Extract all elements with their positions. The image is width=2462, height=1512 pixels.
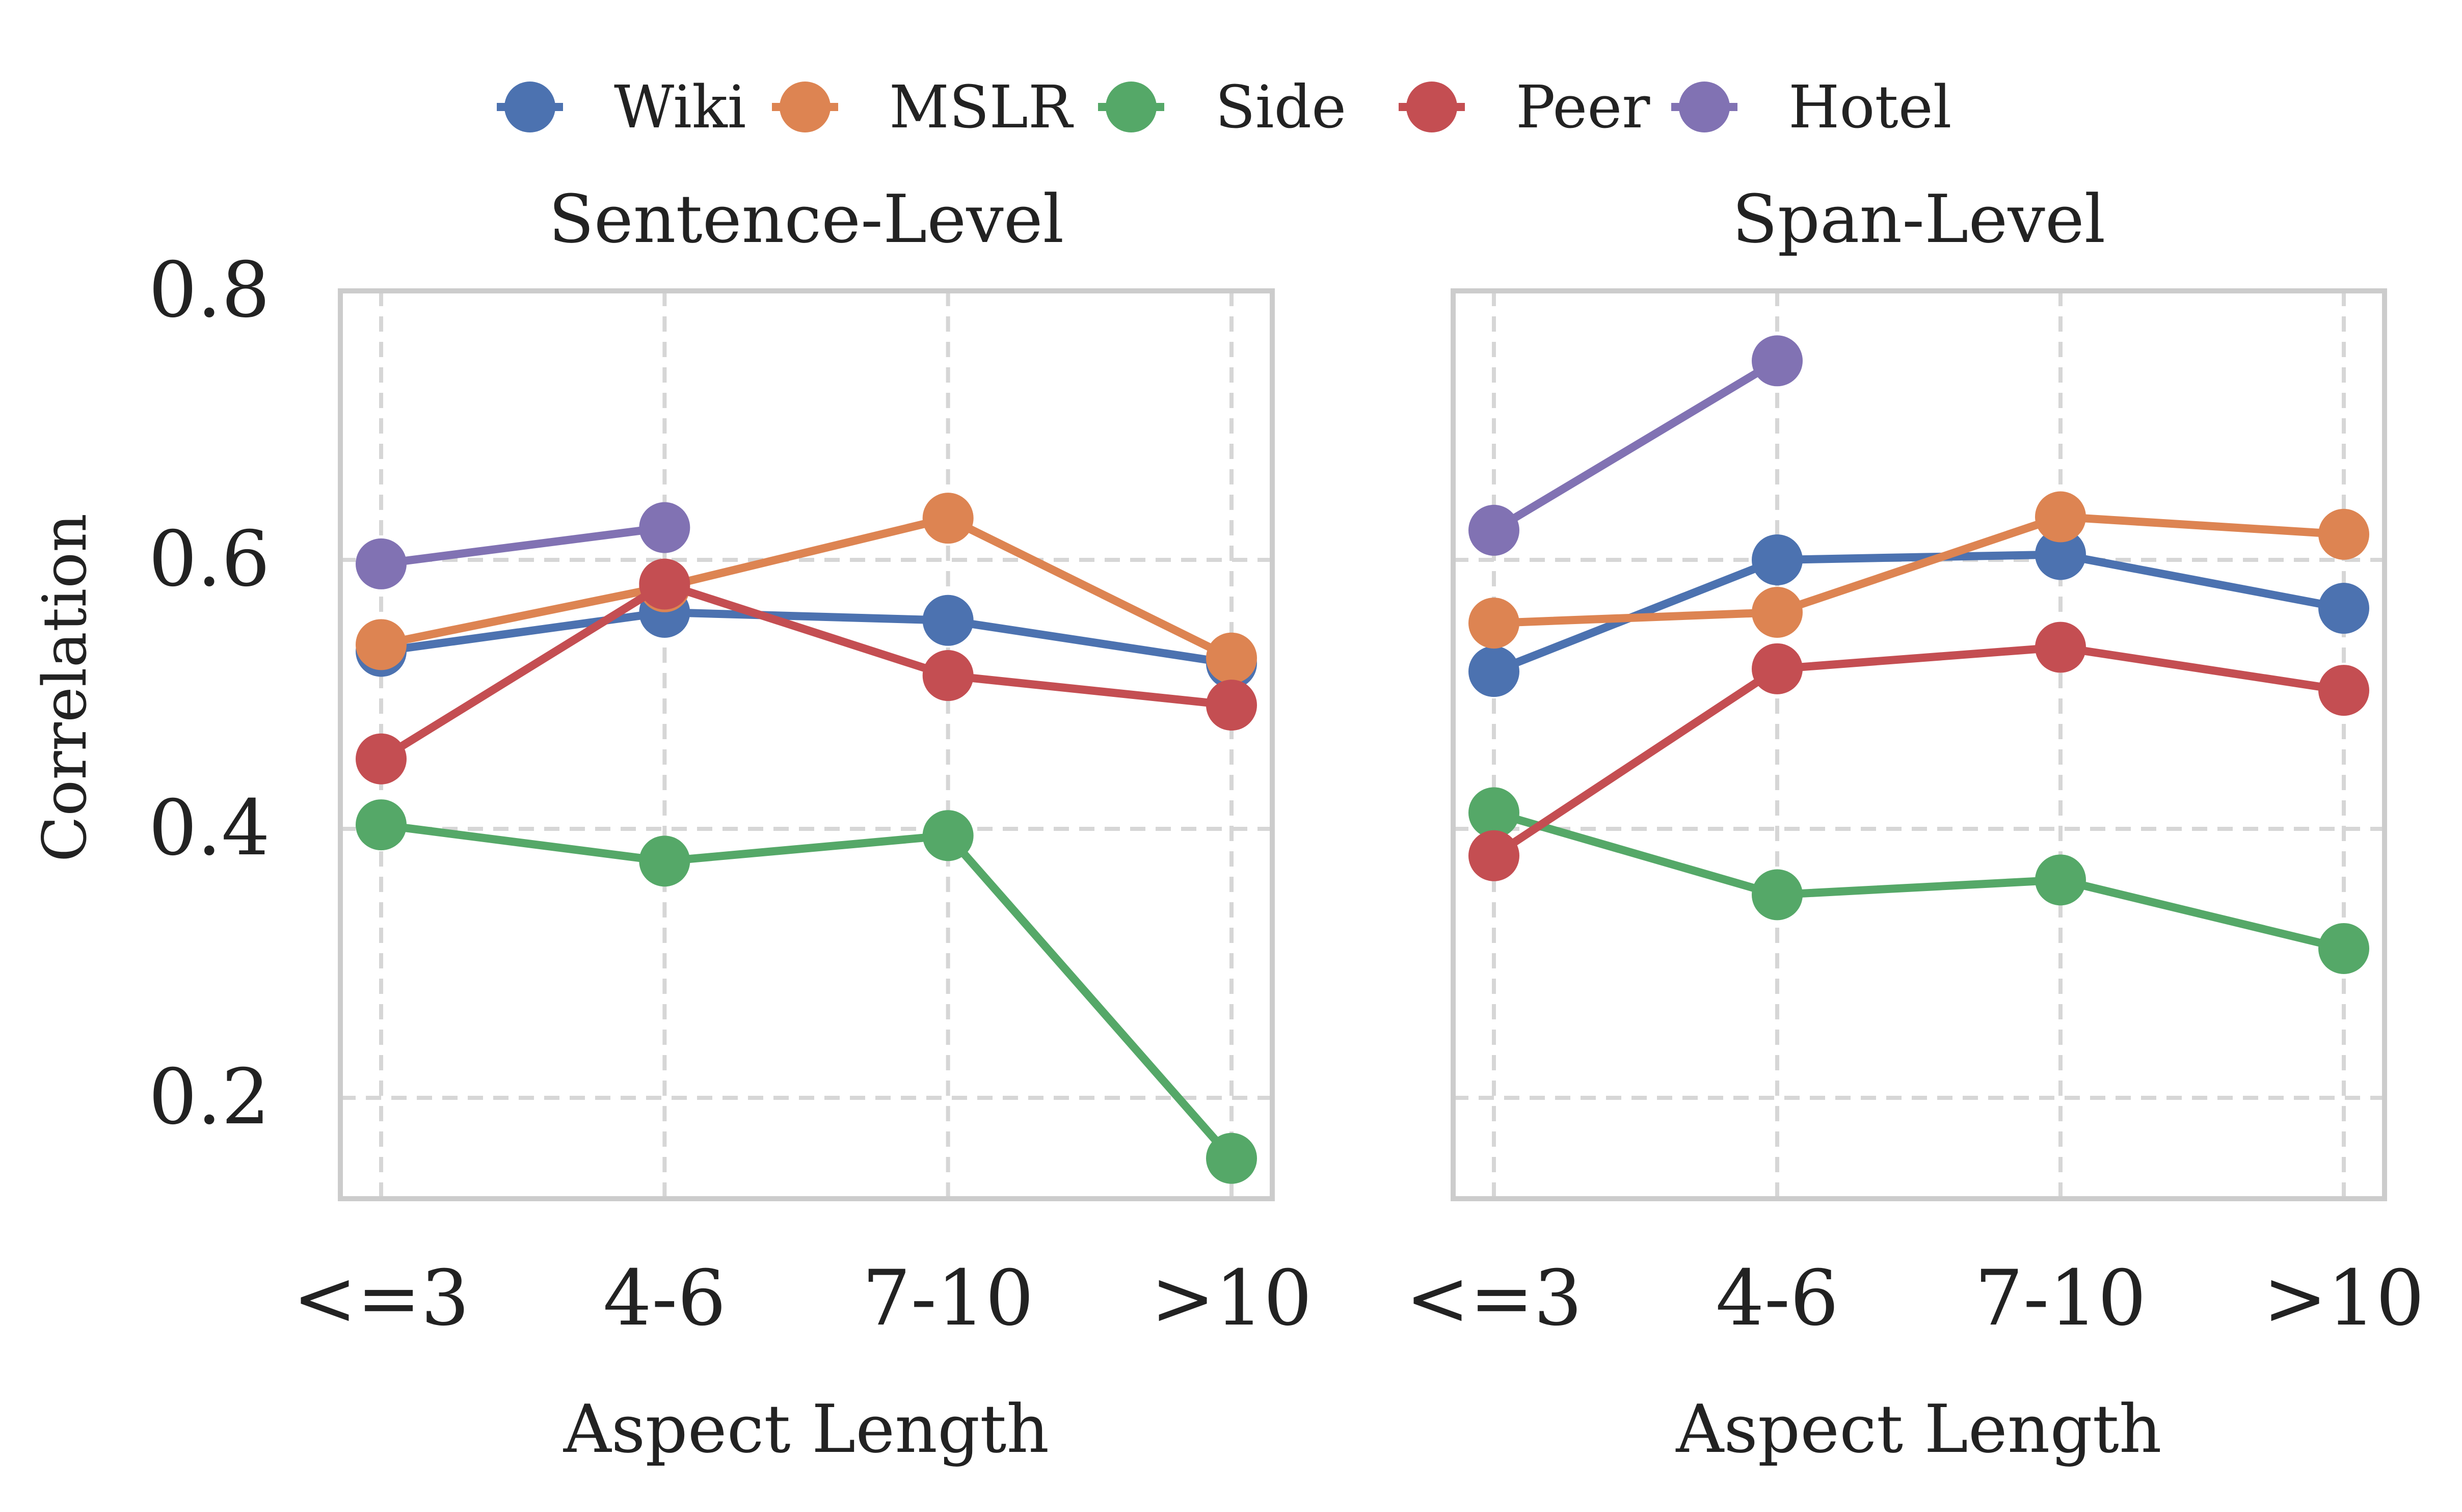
x-tick-label: >10	[1151, 1254, 1313, 1343]
data-point-hotel	[356, 538, 407, 589]
x-tick-label: <=3	[1406, 1254, 1583, 1343]
x-tick-label: 7-10	[862, 1254, 1034, 1343]
legend-entry-peer: Peer	[1399, 73, 1650, 142]
data-point-mslr	[1752, 586, 1803, 638]
data-point-wiki	[1752, 534, 1803, 585]
data-point-peer	[1752, 643, 1803, 694]
legend-marker	[780, 82, 831, 132]
x-axis-label: Aspect Length	[1675, 1390, 2161, 1468]
series-line-mslr	[1493, 512, 2344, 628]
legend-label: Peer	[1516, 73, 1650, 142]
series-mslr	[1468, 491, 2369, 649]
x-tick-label: 7-10	[1975, 1254, 2147, 1343]
chart-panel-sentence-level: Sentence-Level <=3 4-6 7-10 >10 Aspect Length…	[148, 180, 1312, 1468]
legend-entry-mslr: MSLR	[772, 73, 1074, 142]
data-point-side	[1468, 787, 1519, 839]
data-point-hotel	[1468, 504, 1519, 556]
y-tick-label: 0.8	[148, 246, 270, 335]
data-point-wiki	[922, 595, 974, 646]
series-line-hotel	[1491, 357, 1780, 534]
series-line-side	[1492, 808, 2345, 953]
data-point-mslr	[922, 493, 974, 544]
data-point-peer	[356, 733, 407, 785]
x-tick-label: >10	[2263, 1254, 2425, 1343]
y-tick-label: 0.4	[148, 784, 270, 873]
legend: Wiki MSLR Side Peer Hotel	[497, 73, 1952, 142]
legend-label: Hotel	[1788, 73, 1952, 142]
x-axis-label: Aspect Length	[563, 1390, 1049, 1468]
data-point-wiki	[1468, 646, 1519, 697]
data-point-side	[922, 810, 974, 861]
data-point-mslr	[2318, 508, 2369, 560]
series-line-wiki	[380, 608, 1233, 668]
x-tick-label: 4-6	[1716, 1254, 1839, 1343]
panel-title: Sentence-Level	[549, 180, 1064, 258]
data-point-peer	[2318, 665, 2369, 716]
legend-marker	[504, 82, 555, 132]
series-hotel	[356, 502, 690, 589]
legend-label: Side	[1215, 73, 1346, 142]
series-hotel	[1468, 335, 1803, 556]
legend-label: MSLR	[889, 73, 1074, 142]
series-line-wiki	[1492, 550, 2345, 676]
y-tick-label: 0.6	[148, 515, 270, 604]
legend-entry-side: Side	[1098, 73, 1346, 142]
legend-marker	[1406, 82, 1457, 132]
series-side	[356, 799, 1257, 1184]
data-point-peer	[1468, 830, 1519, 881]
series-wiki	[1468, 529, 2369, 697]
data-point-hotel	[1752, 335, 1803, 387]
series-line-mslr	[380, 514, 1234, 662]
data-point-wiki	[2035, 529, 2086, 580]
series-line-peer	[379, 580, 1232, 763]
plot-frame	[1451, 288, 2387, 1201]
data-point-peer	[1206, 680, 1257, 731]
legend-marker	[1679, 82, 1730, 132]
data-point-mslr	[1468, 598, 1519, 649]
legend-entry-wiki: Wiki	[497, 73, 746, 142]
series-mslr	[356, 493, 1257, 684]
data-point-side	[639, 835, 690, 887]
x-tick-label: 4-6	[603, 1254, 727, 1343]
x-tick-label: <=3	[293, 1254, 470, 1343]
series-line-hotel	[380, 523, 665, 568]
data-point-wiki	[2318, 583, 2369, 634]
data-point-hotel	[639, 502, 690, 553]
series-peer	[1468, 622, 2369, 881]
data-point-mslr	[2035, 491, 2086, 543]
data-point-side	[2035, 854, 2086, 906]
y-axis-label: Correlation	[30, 514, 100, 862]
data-point-peer	[2035, 622, 2086, 673]
legend-label: Wiki	[614, 73, 746, 142]
data-point-mslr	[356, 619, 407, 670]
chart-panel-span-level: Span-Level <=3 4-6 7-10 >10 Aspect Length	[1406, 180, 2425, 1468]
data-point-peer	[922, 650, 974, 701]
data-point-side	[356, 799, 407, 851]
legend-marker	[1106, 82, 1157, 132]
data-point-side	[1206, 1132, 1257, 1184]
series-line-peer	[1491, 643, 2345, 859]
series-peer	[356, 558, 1257, 785]
data-point-peer	[639, 558, 690, 610]
legend-entry-hotel: Hotel	[1671, 73, 1952, 142]
panel-title: Span-Level	[1732, 180, 2106, 258]
series-side	[1468, 787, 2369, 974]
plot-frame	[338, 288, 1275, 1201]
series-line-side	[380, 821, 1235, 1162]
data-point-side	[1752, 869, 1803, 921]
data-point-side	[2318, 923, 2369, 974]
y-tick-label: 0.2	[148, 1053, 270, 1142]
data-point-mslr	[1206, 632, 1257, 684]
